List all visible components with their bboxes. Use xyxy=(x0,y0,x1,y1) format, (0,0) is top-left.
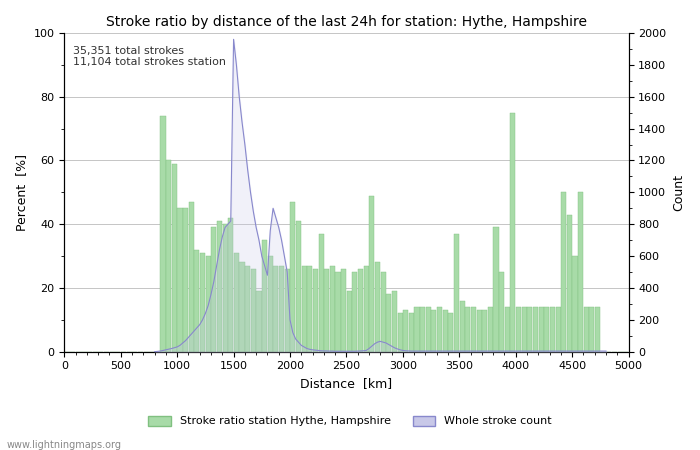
Bar xyxy=(471,307,476,352)
Bar xyxy=(302,266,307,352)
Bar xyxy=(398,314,402,352)
Bar xyxy=(245,266,250,352)
Bar xyxy=(505,307,510,352)
Bar xyxy=(290,202,295,352)
Text: www.lightningmaps.org: www.lightningmaps.org xyxy=(7,440,122,450)
Bar xyxy=(189,202,194,352)
Bar xyxy=(172,164,177,352)
Bar xyxy=(482,310,487,352)
Bar xyxy=(313,269,318,352)
Bar xyxy=(262,240,267,352)
Bar xyxy=(234,253,239,352)
Y-axis label: Percent  [%]: Percent [%] xyxy=(15,154,28,231)
Bar xyxy=(533,307,538,352)
Bar xyxy=(200,253,205,352)
Bar xyxy=(346,291,352,352)
Bar xyxy=(409,314,414,352)
Bar xyxy=(195,250,200,352)
Bar xyxy=(335,272,340,352)
Bar xyxy=(477,310,482,352)
Bar xyxy=(279,266,284,352)
Bar xyxy=(330,266,335,352)
Bar xyxy=(324,269,329,352)
Title: Stroke ratio by distance of the last 24h for station: Hythe, Hampshire: Stroke ratio by distance of the last 24h… xyxy=(106,15,587,29)
Bar xyxy=(223,224,228,352)
Bar xyxy=(318,234,323,352)
Bar xyxy=(217,221,222,352)
Bar xyxy=(494,227,498,352)
Legend: Stroke ratio station Hythe, Hampshire, Whole stroke count: Stroke ratio station Hythe, Hampshire, W… xyxy=(144,411,556,431)
Bar xyxy=(573,256,577,352)
Bar xyxy=(296,221,301,352)
Bar xyxy=(522,307,526,352)
Bar xyxy=(442,310,448,352)
Bar xyxy=(510,112,515,352)
Bar xyxy=(550,307,555,352)
Bar xyxy=(341,269,346,352)
Bar xyxy=(285,269,290,352)
Bar xyxy=(420,307,425,352)
Text: 35,351 total strokes
11,104 total strokes station: 35,351 total strokes 11,104 total stroke… xyxy=(73,46,225,68)
Bar xyxy=(584,307,589,352)
Bar xyxy=(206,256,211,352)
Bar xyxy=(538,307,544,352)
Bar xyxy=(454,234,459,352)
Bar xyxy=(166,161,172,352)
Bar xyxy=(267,256,273,352)
Bar xyxy=(499,272,504,352)
Bar xyxy=(460,301,465,352)
Bar xyxy=(578,192,583,352)
Bar xyxy=(363,266,369,352)
Bar xyxy=(160,116,166,352)
Bar xyxy=(567,215,572,352)
Y-axis label: Count: Count xyxy=(672,174,685,211)
Bar xyxy=(466,307,470,352)
Bar xyxy=(352,272,358,352)
Bar xyxy=(183,208,188,352)
Bar xyxy=(370,195,374,352)
Bar xyxy=(589,307,594,352)
Bar xyxy=(544,307,550,352)
Bar xyxy=(358,269,363,352)
Bar xyxy=(239,262,244,352)
Bar xyxy=(386,294,391,352)
Bar xyxy=(392,291,397,352)
Bar xyxy=(437,307,442,352)
Bar xyxy=(426,307,430,352)
X-axis label: Distance  [km]: Distance [km] xyxy=(300,377,393,390)
Bar xyxy=(256,291,262,352)
Bar xyxy=(488,307,493,352)
Bar xyxy=(403,310,408,352)
Bar xyxy=(527,307,533,352)
Bar xyxy=(561,192,566,352)
Bar xyxy=(595,307,600,352)
Bar xyxy=(177,208,183,352)
Bar xyxy=(556,307,561,352)
Bar xyxy=(228,218,233,352)
Bar xyxy=(448,314,454,352)
Bar xyxy=(516,307,521,352)
Bar xyxy=(414,307,419,352)
Bar xyxy=(274,266,279,352)
Bar xyxy=(431,310,436,352)
Bar xyxy=(251,269,256,352)
Bar xyxy=(381,272,386,352)
Bar xyxy=(307,266,312,352)
Bar xyxy=(375,262,380,352)
Bar xyxy=(211,227,216,352)
